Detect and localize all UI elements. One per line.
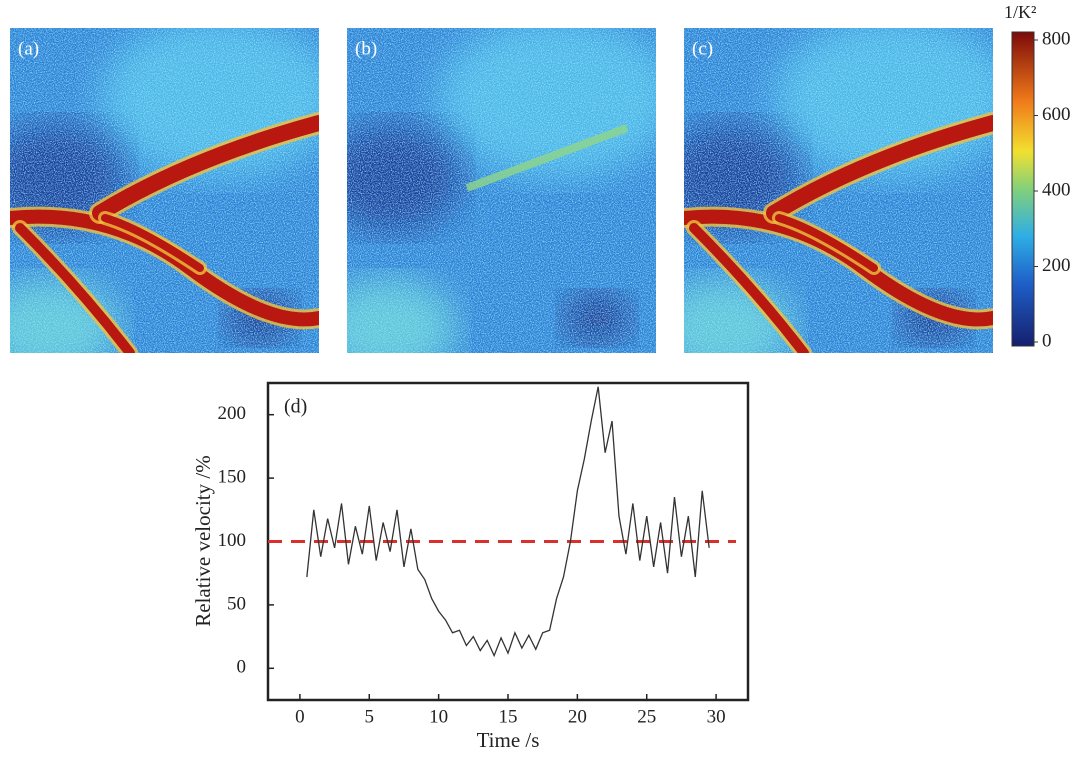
x-tick-label: 5: [365, 706, 375, 727]
x-tick-label: 10: [429, 706, 448, 727]
y-tick-label: 50: [227, 593, 246, 614]
heatmap-body: [347, 28, 656, 353]
x-tick-label: 25: [637, 706, 656, 727]
panel-label: (a): [18, 38, 39, 59]
heatmap-body: [684, 28, 993, 353]
vessel: [101, 214, 204, 272]
vessel: [15, 223, 135, 353]
x-tick-label: 30: [707, 706, 726, 727]
y-tick-label: 150: [218, 466, 247, 487]
colorbar-tick-label: 0: [1042, 330, 1052, 351]
colorbar-label: 1/K²: [1004, 2, 1036, 22]
heatmap: (b): [347, 28, 656, 353]
panel-label: (c): [692, 38, 713, 59]
colorbar-tick-label: 600: [1042, 104, 1071, 125]
x-tick-label: 0: [295, 706, 305, 727]
vessel: [766, 115, 993, 221]
heatmap-body: [10, 28, 319, 353]
y-tick-label: 0: [237, 657, 247, 678]
vessel-faint: [465, 124, 629, 192]
x-tick-label: 15: [499, 706, 518, 727]
colorbar-tick-label: 200: [1042, 255, 1071, 276]
colorbar-tick-label: 400: [1042, 179, 1071, 200]
panel-label: (d): [284, 396, 307, 418]
heatmap: (a): [10, 28, 319, 353]
y-tick-label: 200: [218, 403, 247, 424]
vessel: [689, 223, 809, 353]
vessel: [92, 115, 319, 221]
colorbar: [1011, 31, 1035, 347]
x-axis-label: Time /s: [477, 728, 540, 752]
y-axis-label: Relative velocity /%: [191, 455, 215, 626]
data-line: [306, 386, 710, 658]
vessel: [775, 214, 878, 272]
speckle: [347, 28, 656, 353]
colorbar-tick-label: 800: [1042, 28, 1071, 49]
panel-label: (b): [355, 38, 377, 59]
heatmap-panels: (a) (b) (c): [10, 28, 993, 353]
heatmap: (c): [684, 28, 993, 353]
y-tick-label: 100: [218, 530, 247, 551]
x-tick-label: 20: [568, 706, 587, 727]
